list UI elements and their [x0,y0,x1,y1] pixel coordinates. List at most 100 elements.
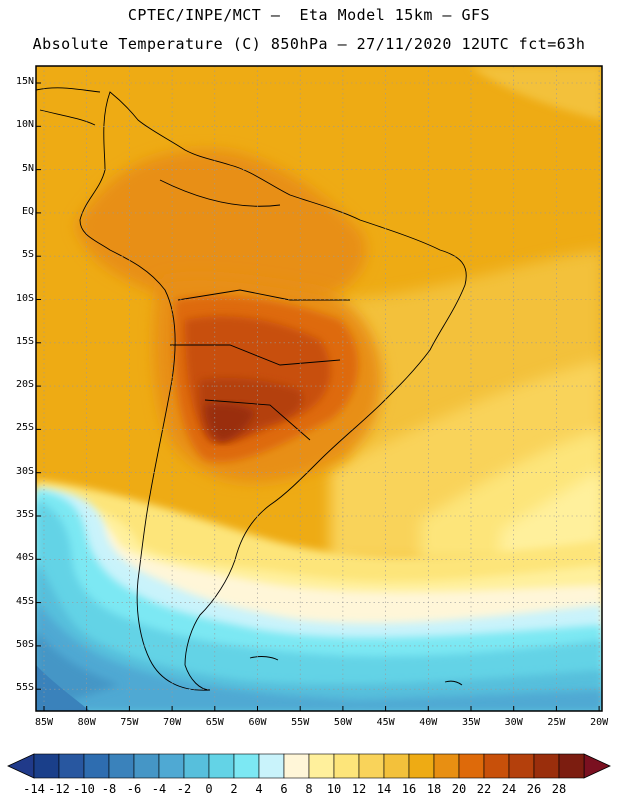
colorbar-box-17 [458,753,485,779]
colorbar-label-0: 0 [205,782,213,796]
colorbar-box-19 [508,753,535,779]
axis-ticks [36,82,600,711]
colorbar-box-5 [158,753,185,779]
field-land-28 [205,402,255,442]
lat-label-20S: 20S [15,379,34,391]
lat-label-30S: 30S [15,465,34,477]
colorbar-box-4 [133,753,160,779]
lon-label-55W: 55W [291,717,310,728]
lon-label-60W: 60W [248,717,267,728]
lat-label-15S: 15S [15,335,34,347]
colorbar-box-2 [83,753,110,779]
field-south-0 [36,500,602,711]
colorbar-box-21 [558,753,585,779]
colorbar-high-cap [583,753,611,779]
colorbar-box-0 [33,753,60,779]
colorbar-label--12: -12 [48,782,70,796]
colorbar-label-8: 8 [305,782,313,796]
colorbar-box-3 [108,753,135,779]
lat-label-45S: 45S [15,595,34,607]
lon-label-45W: 45W [376,717,395,728]
lat-label-25S: 25S [15,422,34,434]
title-line-2: Absolute Temperature (C) 850hPa – 27/11/… [32,35,586,53]
lon-label-85W: 85W [34,717,54,728]
border-4 [159,179,281,207]
temperature-field [36,66,602,711]
colorbar-box-15 [408,753,435,779]
colorbar-label-26: 26 [526,782,542,796]
colorbar-box-18 [483,753,510,779]
colorbar-label-18: 18 [426,782,442,796]
title-line-1: CPTEC/INPE/MCT – Eta Model 15km – GFS [127,6,491,24]
field-south-m2 [36,560,602,711]
central-america-coast [35,87,101,93]
border-3 [204,399,311,441]
falklands [249,656,279,661]
colorbar-label--2: -2 [176,782,192,796]
colorbar-label-22: 22 [476,782,492,796]
south-georgia [444,680,463,686]
lat-label-35S: 35S [15,509,34,520]
lon-label-30W: 30W [504,717,523,728]
colorbar-label--10: -10 [73,782,95,796]
colorbar-box-10 [283,753,310,779]
colorbar-box-14 [383,753,410,779]
colorbar-box-7 [208,753,235,779]
colorbar-label-14: 14 [376,782,392,796]
colorbar-label--6: -6 [126,782,142,796]
colorbar-box-1 [58,753,85,779]
lat-label-10S: 10S [15,292,34,304]
lat-label-EQ: EQ [21,205,34,217]
colorbar-box-20 [533,753,560,779]
lon-label-35W: 35W [461,717,481,728]
lat-label-40S: 40S [15,552,34,564]
colorbar-box-6 [183,753,210,779]
colorbar-label-2: 2 [230,782,238,796]
colorbar-box-16 [433,753,460,779]
lon-label-20W: 20W [590,717,609,728]
colorbar-box-12 [333,753,360,779]
lon-label-65W: 65W [205,717,224,728]
colorbar-label-4: 4 [255,782,263,796]
colorbar-box-11 [308,753,335,779]
colorbar-box-13 [358,753,385,779]
lat-label-10N: 10N [15,119,34,131]
lon-label-50W: 50W [333,717,352,728]
border-2 [170,344,341,366]
colorbar-label--14: -14 [23,782,45,796]
field-south-m8 [36,665,90,711]
colorbar-box-8 [233,753,260,779]
lat-label-15N: 15N [15,76,34,87]
colorbar-label-10: 10 [326,782,342,796]
lat-label-5N: 5N [21,162,34,174]
lon-label-70W: 70W [163,717,182,728]
colorbar-label--8: -8 [101,782,117,796]
colorbar-label-12: 12 [351,782,367,796]
lat-label-55S: 55S [15,682,34,694]
south-america-coast [79,91,467,691]
field-south-m4 [36,600,602,711]
colorbar-low-cap [7,753,35,779]
map-frame [35,65,603,712]
lon-label-75W: 75W [120,717,139,728]
lat-label-5S: 5S [21,249,34,261]
colorbar-label-20: 20 [451,782,467,796]
colorbar-label-6: 6 [280,782,288,796]
lon-label-40W: 40W [419,717,438,728]
colorbar [7,753,611,779]
lon-label-25W: 25W [547,717,566,728]
caribbean-coast [39,109,96,126]
colorbar-label-16: 16 [401,782,417,796]
colorbar-label-28: 28 [551,782,567,796]
field-band-12 [500,470,602,560]
colorbar-label-24: 24 [501,782,517,796]
lon-label-80W: 80W [77,717,96,728]
border-1 [177,289,350,301]
coastlines [35,87,467,691]
lat-label-50S: 50S [15,638,34,650]
field-ne-corner [470,66,602,120]
colorbar-label--4: -4 [151,782,167,796]
field-land-20 [75,150,367,309]
colorbar-box-9 [258,753,285,779]
